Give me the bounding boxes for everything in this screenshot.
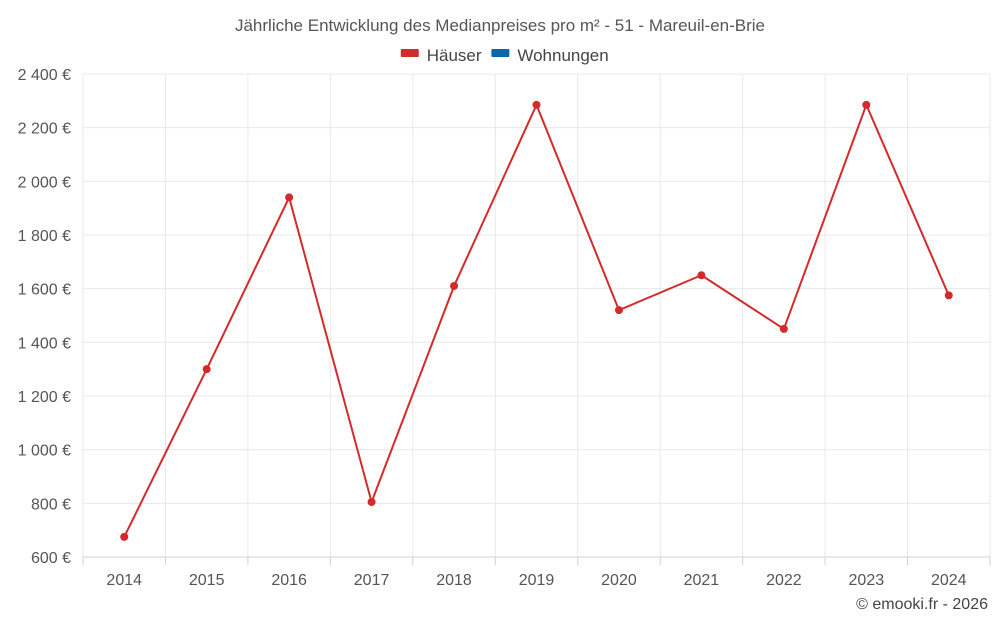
- y-tick-label: 800 €: [31, 496, 71, 513]
- y-axis-ticks: 600 € 800 € 1 000 € 1 200 € 1 400 € 1 600 € 1 …: [18, 67, 71, 567]
- x-tick-label: 2016: [271, 572, 307, 589]
- data-point[interactable]: [944, 291, 953, 300]
- data-point[interactable]: [532, 100, 541, 109]
- legend-swatch: [400, 49, 419, 57]
- y-tick-label: 1 200 €: [18, 389, 71, 406]
- x-tick-label: 2023: [849, 572, 885, 589]
- y-tick-label: 2 200 €: [18, 121, 71, 138]
- data-point[interactable]: [120, 532, 129, 541]
- x-tick-label: 2022: [766, 572, 802, 589]
- y-tick-label: 1 800 €: [18, 228, 71, 245]
- legend-label: Häuser: [427, 46, 482, 65]
- legend: Häuser Wohnungen: [400, 46, 609, 65]
- grid: [82, 73, 991, 565]
- x-tick-label: 2017: [354, 572, 390, 589]
- legend-swatch: [491, 49, 510, 57]
- chart-title: Jährliche Entwicklung des Medianpreises …: [235, 16, 765, 35]
- x-tick-label: 2020: [601, 572, 637, 589]
- y-tick-label: 1 400 €: [18, 335, 71, 352]
- legend-item[interactable]: Wohnungen: [491, 46, 609, 65]
- y-tick-label: 600 €: [31, 550, 71, 567]
- legend-item[interactable]: Häuser: [400, 46, 482, 65]
- y-tick-label: 2 000 €: [18, 174, 71, 191]
- data-point[interactable]: [367, 497, 376, 506]
- x-axis-ticks: 2014 2015 2016 2017 2018 2019 2020 2021 2022 2023…: [106, 572, 966, 589]
- y-tick-label: 1 600 €: [18, 282, 71, 299]
- data-point[interactable]: [285, 193, 294, 202]
- data-point[interactable]: [697, 271, 706, 280]
- data-point[interactable]: [450, 281, 459, 290]
- x-tick-label: 2021: [684, 572, 720, 589]
- x-tick-label: 2019: [519, 572, 555, 589]
- y-tick-label: 2 400 €: [18, 67, 71, 84]
- x-tick-label: 2018: [436, 572, 472, 589]
- data-point[interactable]: [862, 100, 871, 109]
- credit-text: © emooki.fr - 2026: [856, 596, 988, 613]
- series-layer: [120, 100, 953, 541]
- data-point[interactable]: [779, 324, 788, 333]
- x-tick-label: 2024: [931, 572, 967, 589]
- data-point[interactable]: [614, 306, 623, 315]
- legend-label: Wohnungen: [517, 46, 608, 65]
- x-tick-label: 2015: [189, 572, 225, 589]
- y-tick-label: 1 000 €: [18, 443, 71, 460]
- data-point[interactable]: [202, 365, 211, 374]
- x-tick-label: 2014: [106, 572, 142, 589]
